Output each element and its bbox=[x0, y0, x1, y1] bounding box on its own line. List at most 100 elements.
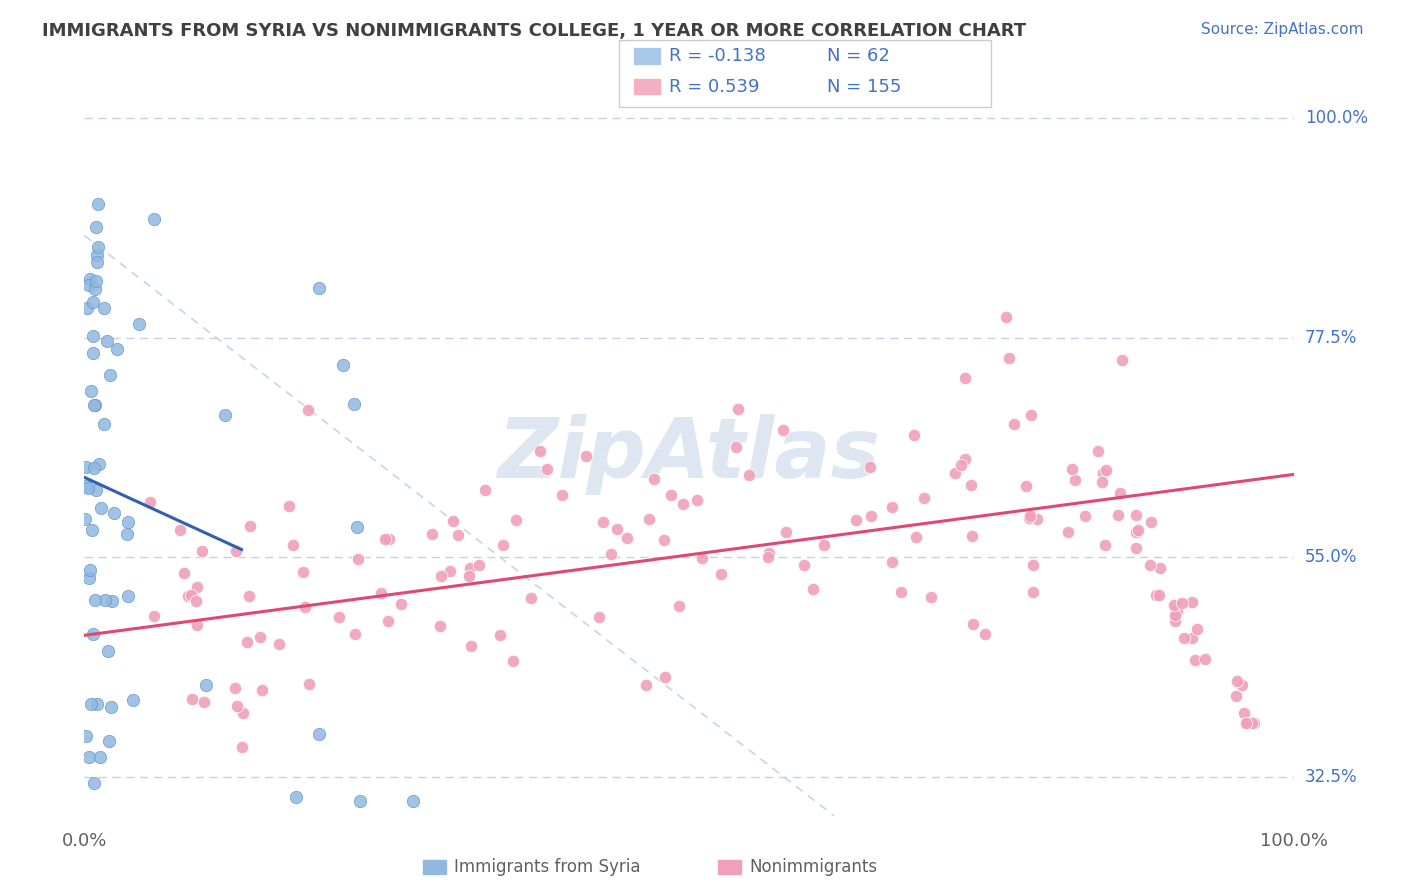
Point bbox=[1164, 608, 1187, 623]
Point bbox=[298, 677, 321, 691]
Point bbox=[101, 594, 124, 608]
Point bbox=[1163, 599, 1185, 613]
Point bbox=[97, 733, 120, 747]
Point bbox=[343, 397, 366, 411]
Point bbox=[82, 295, 104, 310]
Point bbox=[1147, 588, 1170, 602]
Point bbox=[536, 462, 558, 476]
Point bbox=[128, 317, 150, 331]
Point bbox=[654, 670, 676, 684]
Point bbox=[1019, 509, 1042, 524]
Point bbox=[489, 628, 512, 642]
Point bbox=[83, 398, 105, 412]
Point bbox=[1173, 632, 1195, 646]
Point bbox=[1194, 652, 1216, 666]
Text: R = 0.539: R = 0.539 bbox=[669, 78, 759, 95]
Point bbox=[308, 727, 330, 741]
Point bbox=[94, 593, 117, 607]
Point bbox=[973, 627, 995, 641]
Point bbox=[710, 566, 733, 581]
Point bbox=[75, 729, 97, 743]
Point bbox=[1166, 604, 1188, 618]
Point bbox=[1025, 511, 1047, 525]
Point bbox=[912, 491, 935, 505]
Point bbox=[389, 597, 412, 611]
Point bbox=[1128, 523, 1150, 537]
Point bbox=[186, 617, 208, 632]
Point bbox=[82, 627, 104, 641]
Text: 55.0%: 55.0% bbox=[1305, 549, 1357, 566]
Point bbox=[652, 533, 675, 548]
Point bbox=[1144, 588, 1167, 602]
Point bbox=[1234, 716, 1257, 731]
Point bbox=[690, 550, 713, 565]
Point bbox=[1225, 690, 1247, 704]
Point bbox=[181, 691, 204, 706]
Point bbox=[460, 639, 482, 653]
Point bbox=[142, 609, 165, 624]
Point bbox=[1164, 614, 1187, 628]
Point bbox=[859, 460, 882, 475]
Point bbox=[73, 512, 96, 526]
Point bbox=[1109, 486, 1132, 500]
Point bbox=[953, 371, 976, 385]
Point bbox=[1064, 473, 1087, 487]
Text: 100.0%: 100.0% bbox=[1305, 110, 1368, 128]
Point bbox=[82, 345, 104, 359]
Point bbox=[349, 794, 371, 808]
Point bbox=[668, 599, 690, 613]
Point bbox=[959, 478, 981, 492]
Point bbox=[1236, 716, 1258, 731]
Point bbox=[1015, 479, 1038, 493]
Point bbox=[292, 566, 315, 580]
Point bbox=[122, 693, 145, 707]
Point bbox=[995, 310, 1018, 324]
Point bbox=[86, 254, 108, 268]
Point bbox=[637, 511, 659, 525]
Point bbox=[845, 513, 868, 527]
Point bbox=[801, 582, 824, 597]
Point bbox=[105, 343, 128, 357]
Point bbox=[903, 427, 925, 442]
Point bbox=[880, 555, 903, 569]
Point bbox=[1091, 466, 1114, 480]
Point bbox=[87, 240, 110, 254]
Point bbox=[458, 561, 481, 575]
Point bbox=[502, 654, 524, 668]
Point bbox=[239, 519, 262, 533]
Text: ZipAtlas: ZipAtlas bbox=[498, 415, 880, 495]
Point bbox=[529, 443, 551, 458]
Point bbox=[83, 461, 105, 475]
Point bbox=[643, 472, 665, 486]
Point bbox=[1018, 511, 1040, 525]
Point bbox=[420, 527, 443, 541]
Point bbox=[96, 334, 118, 348]
Point bbox=[1022, 585, 1045, 599]
Point bbox=[793, 558, 815, 573]
Point bbox=[520, 591, 543, 606]
Point bbox=[77, 750, 100, 764]
Point bbox=[634, 678, 657, 692]
Point bbox=[79, 272, 101, 286]
Point bbox=[1094, 538, 1116, 552]
Point bbox=[458, 569, 481, 583]
Point bbox=[82, 328, 104, 343]
Point bbox=[1184, 653, 1206, 667]
Point bbox=[588, 609, 610, 624]
Point bbox=[772, 423, 794, 437]
Point bbox=[1090, 475, 1112, 489]
Point bbox=[775, 525, 797, 540]
Point bbox=[672, 497, 695, 511]
Point bbox=[117, 590, 139, 604]
Point bbox=[117, 515, 139, 529]
Point bbox=[93, 417, 115, 431]
Point bbox=[1111, 353, 1133, 368]
Point bbox=[1149, 561, 1171, 575]
Point bbox=[98, 368, 121, 382]
Point bbox=[1021, 558, 1043, 573]
Point bbox=[1107, 508, 1129, 522]
Point bbox=[297, 403, 319, 417]
Point bbox=[1125, 508, 1147, 522]
Point bbox=[920, 590, 942, 604]
Point bbox=[1226, 674, 1249, 689]
